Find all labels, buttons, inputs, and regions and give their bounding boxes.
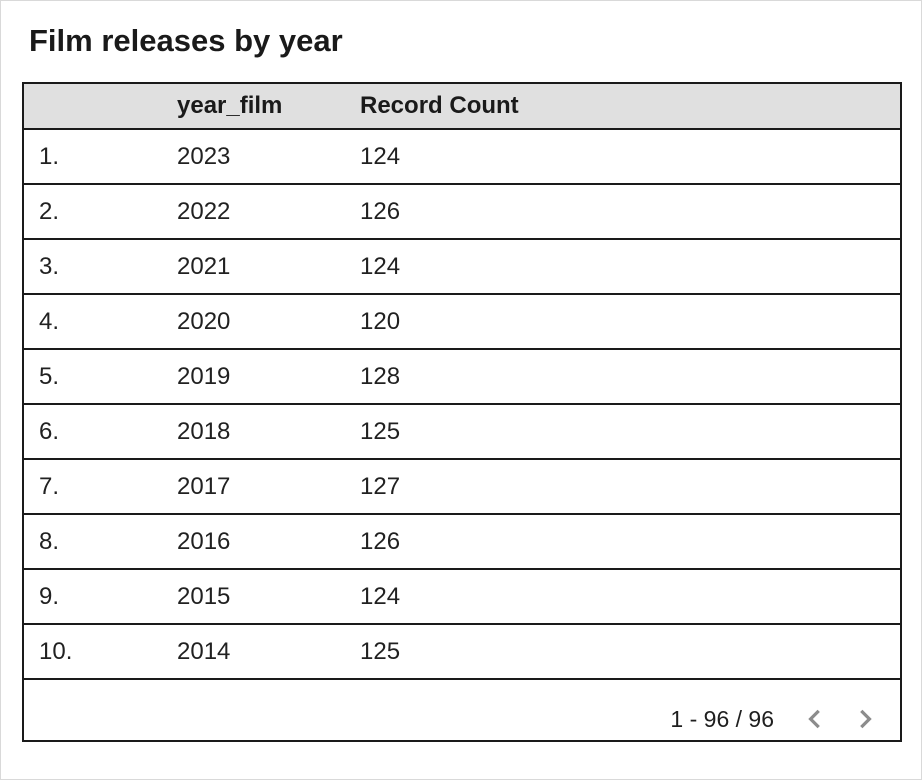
- table-row: 3. 2021 124: [24, 240, 900, 295]
- year-film-cell: 2021: [177, 252, 231, 280]
- row-index-cell: 7.: [39, 472, 60, 500]
- year-film-cell: 2023: [177, 142, 231, 170]
- table-row: 1. 2023 124: [24, 130, 900, 185]
- header-cell-record-count[interactable]: Record Count: [360, 92, 519, 119]
- record-count-cell: 125: [360, 417, 401, 445]
- pagination-range: 1 - 96 / 96: [670, 705, 774, 732]
- table-row: 8. 2016 126: [24, 515, 900, 570]
- record-count-cell: 125: [360, 637, 401, 665]
- row-index-cell: 9.: [39, 582, 60, 610]
- row-index-cell: 4.: [39, 307, 60, 335]
- chevron-right-icon: [851, 706, 877, 732]
- header-cell-year-film[interactable]: year_film: [177, 92, 283, 119]
- table-row: 5. 2019 128: [24, 350, 900, 405]
- year-film-cell: 2020: [177, 307, 231, 335]
- table-row: 9. 2015 124: [24, 570, 900, 625]
- row-index-cell: 3.: [39, 252, 60, 280]
- page-title: Film releases by year: [29, 23, 343, 58]
- record-count-cell: 124: [360, 582, 401, 610]
- row-index-cell: 2.: [39, 197, 60, 225]
- record-count-cell: 120: [360, 307, 401, 335]
- row-index-cell: 6.: [39, 417, 60, 445]
- table-row: 2. 2022 126: [24, 185, 900, 240]
- record-count-cell: 126: [360, 527, 401, 555]
- row-index-cell: 1.: [39, 142, 60, 170]
- table-header-row: year_film Record Count: [24, 84, 900, 130]
- year-film-cell: 2018: [177, 417, 231, 445]
- record-count-cell: 128: [360, 362, 401, 390]
- table-row: 4. 2020 120: [24, 295, 900, 350]
- year-film-cell: 2019: [177, 362, 231, 390]
- table-row: 7. 2017 127: [24, 460, 900, 515]
- row-index-cell: 10.: [39, 637, 73, 665]
- row-index-cell: 8.: [39, 527, 60, 555]
- pagination-prev-button[interactable]: [792, 699, 840, 739]
- table-row: 10. 2014 125: [24, 625, 900, 680]
- table-body: 1. 2023 124 2. 2022 126 3. 2021 124 4. 2…: [24, 130, 900, 680]
- record-count-cell: 124: [360, 142, 401, 170]
- table-footer: 1 - 96 / 96: [24, 680, 900, 740]
- year-film-cell: 2022: [177, 197, 231, 225]
- record-count-cell: 124: [360, 252, 401, 280]
- data-table: year_film Record Count 1. 2023 124 2. 20…: [22, 82, 902, 742]
- pagination-next-button[interactable]: [840, 699, 888, 739]
- year-film-cell: 2015: [177, 582, 231, 610]
- record-count-cell: 126: [360, 197, 401, 225]
- year-film-cell: 2017: [177, 472, 231, 500]
- header-cell-index: [24, 84, 160, 128]
- row-index-cell: 5.: [39, 362, 60, 390]
- chevron-left-icon: [803, 706, 829, 732]
- year-film-cell: 2014: [177, 637, 231, 665]
- year-film-cell: 2016: [177, 527, 231, 555]
- record-count-cell: 127: [360, 472, 401, 500]
- table-row: 6. 2018 125: [24, 405, 900, 460]
